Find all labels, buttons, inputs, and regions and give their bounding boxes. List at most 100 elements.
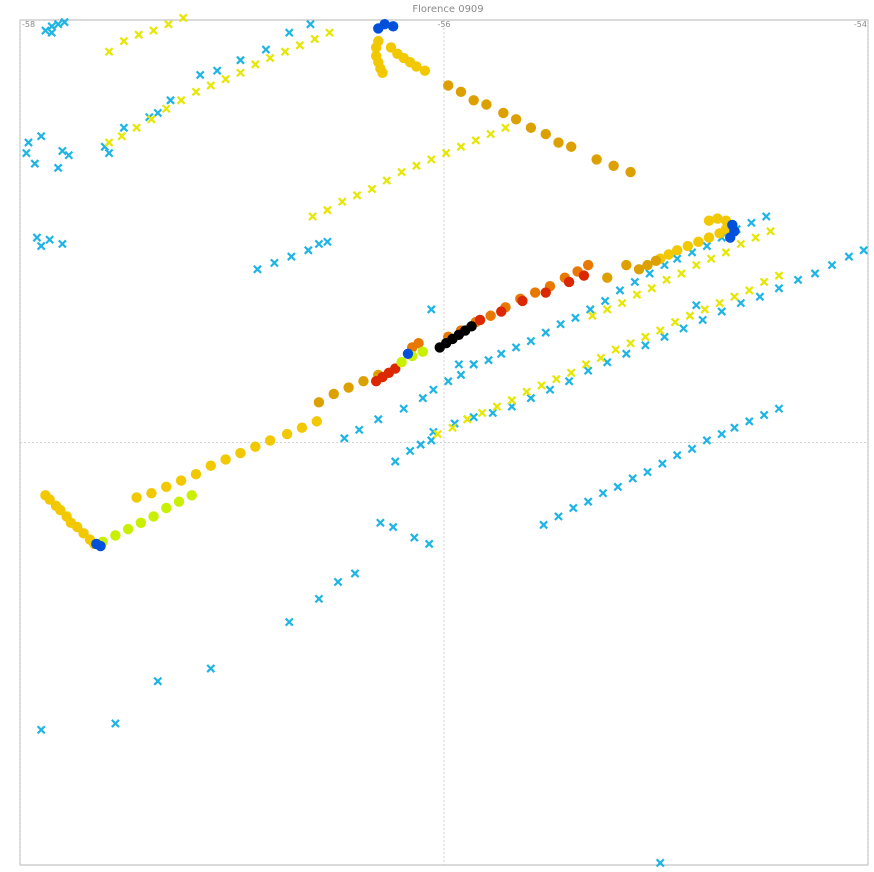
data-point (161, 502, 172, 514)
data-point (698, 315, 707, 325)
data-point (265, 53, 275, 63)
data-point (685, 311, 695, 321)
x-tick-label: -56 (437, 20, 450, 29)
data-point (611, 345, 621, 354)
data-point (153, 108, 163, 118)
data-point (429, 427, 438, 437)
data-point (643, 467, 652, 477)
data-point (264, 435, 276, 446)
data-point (469, 412, 479, 422)
series-gold (40, 35, 736, 550)
data-point (367, 184, 377, 194)
data-point (409, 533, 419, 542)
data-point (396, 357, 407, 368)
data-point (632, 290, 642, 299)
data-point (412, 161, 421, 171)
data-point (633, 264, 645, 275)
data-point (195, 70, 205, 80)
data-point (382, 176, 392, 185)
data-point (759, 277, 769, 287)
data-point (104, 148, 114, 158)
data-point (350, 569, 360, 578)
data-point (153, 676, 163, 686)
data-point (176, 95, 186, 105)
data-point (602, 272, 613, 283)
data-point (522, 387, 532, 397)
data-point (736, 298, 746, 308)
data-point (693, 236, 704, 248)
data-point (585, 305, 595, 314)
data-point (104, 138, 114, 147)
data-point (844, 252, 854, 261)
data-point (333, 577, 343, 587)
data-point (621, 259, 632, 271)
data-point (53, 163, 63, 173)
data-point (617, 298, 627, 308)
data-point (134, 30, 144, 40)
data-point (474, 314, 486, 326)
data-point (526, 393, 536, 403)
data-point (755, 292, 765, 302)
data-point (793, 275, 803, 285)
data-point (235, 447, 246, 459)
data-point (60, 17, 69, 27)
data-point (556, 319, 565, 329)
data-point (691, 300, 701, 310)
data-point (687, 444, 697, 454)
data-point (178, 13, 188, 23)
data-point (625, 166, 636, 178)
data-point (47, 28, 57, 38)
data-point (511, 343, 521, 352)
data-point (323, 205, 332, 215)
data-point (110, 530, 121, 541)
data-point (700, 305, 710, 314)
data-point (303, 245, 313, 255)
data-point (641, 332, 650, 342)
data-point (388, 522, 398, 532)
data-point (498, 107, 509, 119)
data-point (706, 254, 716, 264)
x-tick-labels: -58 -56 -54 (22, 20, 867, 29)
x-tick-label: -58 (22, 20, 35, 29)
series-yellow (104, 13, 784, 439)
data-point (552, 374, 561, 384)
data-point (376, 518, 385, 528)
data-point (36, 241, 46, 251)
data-point (507, 402, 517, 411)
data-point (703, 215, 715, 226)
data-point (774, 404, 784, 414)
data-point (311, 416, 322, 427)
data-point (448, 423, 457, 433)
data-point (703, 232, 715, 243)
data-point (328, 388, 339, 400)
data-points (22, 13, 869, 868)
data-point (236, 55, 245, 65)
data-point (679, 324, 688, 333)
data-point (568, 503, 578, 513)
data-point (284, 617, 294, 627)
data-point (677, 269, 686, 278)
data-point (205, 460, 216, 471)
data-point (443, 376, 453, 386)
data-point (761, 212, 771, 221)
data-point (280, 47, 290, 57)
data-point (774, 283, 784, 293)
data-point (736, 239, 746, 249)
data-point (416, 440, 426, 449)
data-point (655, 326, 665, 335)
data-point (774, 271, 784, 280)
data-point (426, 305, 436, 314)
data-point (702, 436, 712, 445)
data-point (581, 359, 591, 369)
data-point (602, 305, 612, 314)
data-point (725, 232, 736, 243)
data-point (340, 433, 349, 443)
data-point (469, 359, 479, 369)
data-point (658, 459, 667, 468)
data-point (642, 259, 653, 271)
data-point (471, 136, 481, 145)
data-point (672, 254, 682, 264)
data-point (466, 321, 477, 332)
data-point (510, 114, 522, 125)
data-point (190, 468, 202, 480)
